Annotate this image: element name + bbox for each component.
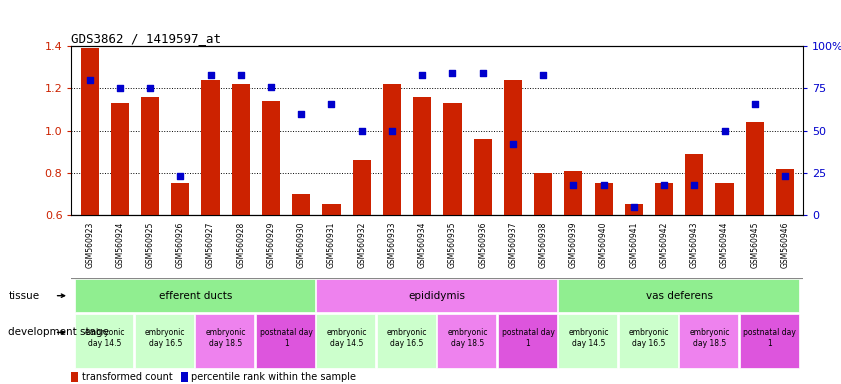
Point [264, 84, 278, 90]
Bar [558, 279, 799, 312]
Bar [316, 279, 557, 312]
Point [83, 77, 97, 83]
Bar [619, 314, 678, 367]
Bar [135, 314, 194, 367]
Text: embryonic
day 14.5: embryonic day 14.5 [569, 328, 609, 348]
Text: tissue: tissue [8, 291, 40, 301]
Bar [262, 101, 280, 215]
Bar [232, 84, 250, 215]
Point [506, 141, 520, 147]
Bar [377, 314, 436, 367]
Bar [625, 204, 643, 215]
Bar [81, 48, 98, 215]
Point [748, 101, 761, 107]
Text: embryonic
day 14.5: embryonic day 14.5 [326, 328, 367, 348]
Point [385, 127, 399, 134]
Text: embryonic
day 14.5: embryonic day 14.5 [84, 328, 125, 348]
Text: development stage: development stage [8, 328, 109, 338]
Point [627, 204, 641, 210]
Bar [746, 122, 764, 215]
Bar [256, 314, 315, 367]
Bar [564, 170, 583, 215]
Bar [716, 184, 733, 215]
Point [143, 85, 156, 91]
Text: postnatal day
1: postnatal day 1 [501, 328, 554, 348]
Bar [352, 160, 371, 215]
Point [688, 182, 701, 188]
Bar [595, 184, 613, 215]
Point [567, 182, 580, 188]
Bar [202, 80, 220, 215]
Text: vas deferens: vas deferens [646, 291, 712, 301]
Bar [504, 80, 522, 215]
Bar [443, 103, 462, 215]
Point [114, 85, 127, 91]
Bar [534, 173, 553, 215]
Bar [292, 194, 310, 215]
Bar [75, 314, 134, 367]
Bar [413, 97, 431, 215]
Bar [680, 314, 738, 367]
Bar [473, 139, 492, 215]
Text: GDS3862 / 1419597_at: GDS3862 / 1419597_at [71, 32, 221, 45]
Bar [75, 279, 315, 312]
Bar [111, 103, 129, 215]
Point [446, 70, 459, 76]
Text: postnatal day
1: postnatal day 1 [743, 328, 796, 348]
Bar [437, 314, 496, 367]
Point [597, 182, 611, 188]
Text: embryonic
day 18.5: embryonic day 18.5 [689, 328, 730, 348]
Point [355, 127, 368, 134]
Text: embryonic
day 16.5: embryonic day 16.5 [387, 328, 427, 348]
Point [204, 72, 217, 78]
Bar [655, 184, 673, 215]
Text: transformed count: transformed count [82, 372, 172, 382]
Text: embryonic
day 16.5: embryonic day 16.5 [145, 328, 186, 348]
Bar [558, 314, 617, 367]
Bar [322, 204, 341, 215]
Text: embryonic
day 16.5: embryonic day 16.5 [629, 328, 669, 348]
Point [325, 101, 338, 107]
Point [658, 182, 671, 188]
Bar [740, 314, 799, 367]
Bar [195, 314, 254, 367]
Text: epididymis: epididymis [409, 291, 466, 301]
Point [778, 173, 791, 179]
Bar [383, 84, 401, 215]
Text: embryonic
day 18.5: embryonic day 18.5 [447, 328, 488, 348]
Text: embryonic
day 18.5: embryonic day 18.5 [205, 328, 246, 348]
Point [294, 111, 308, 117]
Bar [316, 314, 375, 367]
Text: postnatal day
1: postnatal day 1 [260, 328, 313, 348]
Text: percentile rank within the sample: percentile rank within the sample [191, 372, 356, 382]
Point [173, 173, 187, 179]
Bar [172, 184, 189, 215]
Point [537, 72, 550, 78]
Point [415, 72, 429, 78]
Point [476, 70, 489, 76]
Text: efferent ducts: efferent ducts [159, 291, 232, 301]
Point [234, 72, 247, 78]
Point [718, 127, 732, 134]
Bar [141, 97, 159, 215]
Bar [498, 314, 557, 367]
Bar [776, 169, 794, 215]
Bar [685, 154, 703, 215]
